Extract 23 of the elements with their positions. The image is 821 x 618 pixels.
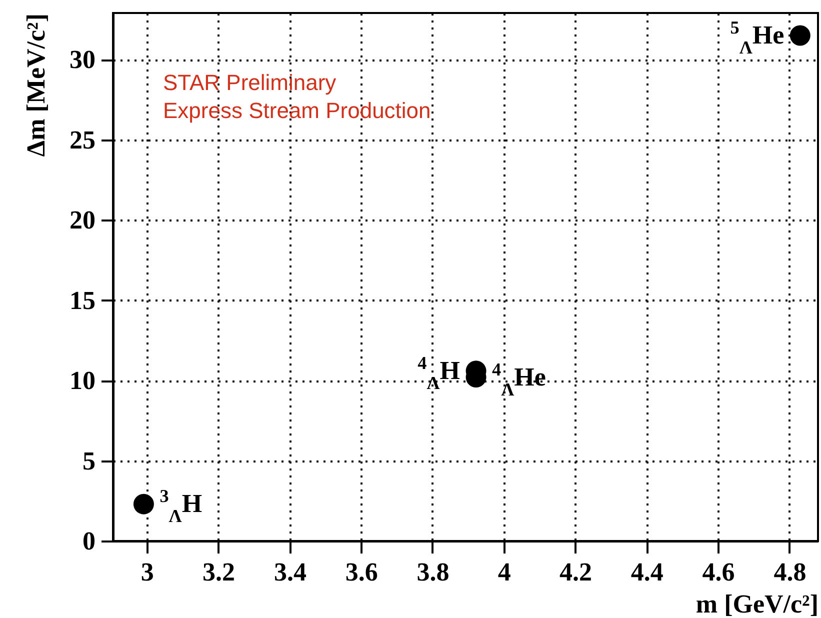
x-tick-label: 3 [140,558,154,586]
x-tick-label: 4.2 [560,558,592,586]
x-tick-label: 4 [498,558,511,586]
x-tick-label: 3.8 [416,558,450,586]
x-tick-label: 4.8 [774,558,806,586]
y-tick-label: 10 [70,366,96,396]
x-tick-label: 3.6 [345,558,378,586]
y-tick-label: 25 [70,125,96,154]
y-tick-label: 20 [70,206,96,235]
x-tick-label: 3.2 [202,558,236,586]
y-tick-label: 15 [70,286,96,315]
x-tick-label: 3.4 [274,558,306,586]
y-axis-title: Δm [MeV/c²] [22,14,50,157]
y-tick-label: 30 [70,45,96,74]
annotation: STAR Preliminary [163,70,336,95]
x-axis-title: m [GeV/c²] [696,590,818,618]
y-tick-label: 0 [82,526,96,556]
y-tick-label: 5 [82,446,96,476]
x-tick-label: 4.4 [630,558,664,586]
point [133,494,154,514]
point [790,25,810,46]
annotation: Express Stream Production [163,98,431,123]
x-tick-label: 4.6 [702,558,735,586]
